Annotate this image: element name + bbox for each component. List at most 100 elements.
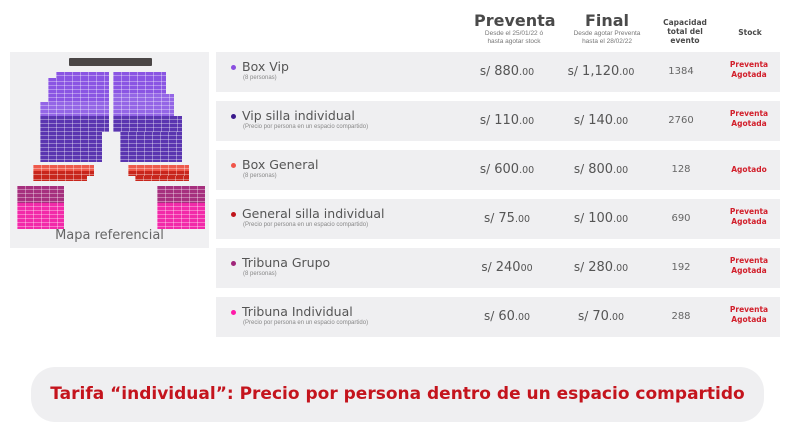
ticket-note: (Precio por persona en un espacio compar… (243, 222, 369, 228)
preventa-price: s/ 600.00 (462, 162, 552, 177)
ticket-name: Tribuna Individual (242, 304, 353, 319)
map-label: Mapa referencial (55, 228, 164, 243)
price-dec: .00 (519, 116, 535, 127)
capacity: 1384 (668, 66, 694, 77)
bullet-icon (231, 65, 236, 70)
final-price: s/ 100.00 (556, 211, 646, 226)
header-final-title: Final (584, 11, 630, 30)
ticket-row-general-silla-individual: General silla individual (Precio por per… (216, 199, 780, 239)
ticket-name: Tribuna Grupo (242, 255, 331, 270)
stock-line1: Preventa (729, 60, 769, 69)
seat-block-box-vip-left (48, 78, 109, 102)
seat-block-box-vip-left (56, 72, 109, 78)
price-int: 280 (588, 260, 614, 275)
ticket-row-tribuna-grupo: Tribuna Grupo (8 personas) s/ 24000 s/ 2… (216, 248, 780, 288)
price-dec: .00 (613, 165, 629, 176)
price-int: 600 (494, 162, 520, 177)
capacity: 2760 (668, 115, 694, 126)
preventa-price: s/ 110.00 (462, 113, 552, 128)
header-preventa-sub1: Desde el 25/01/22 ó (484, 30, 544, 37)
price-dec: .00 (519, 165, 535, 176)
price-dec: .00 (613, 214, 629, 225)
currency: s/ (577, 309, 589, 323)
header-preventa-sub2: hasta agotar stock (487, 38, 541, 45)
price-int: 1,120 (582, 64, 620, 79)
final-price: s/ 800.00 (556, 162, 646, 177)
bullet-icon (231, 114, 236, 119)
header-capacidad-line2: total del (667, 27, 703, 36)
preventa-price: s/ 60.00 (462, 309, 552, 324)
bullet-icon (231, 310, 236, 315)
currency: s/ (567, 64, 578, 78)
final-price: s/ 70.00 (556, 309, 646, 324)
seat-block-box-general-right (128, 165, 189, 171)
stock-line1: Preventa (729, 207, 769, 216)
final-price: s/ 280.00 (556, 260, 646, 275)
seating-map: Mapa referencial (10, 52, 209, 248)
seat-block-vip-silla-right (113, 116, 182, 132)
stock-line2: Agotada (731, 315, 767, 324)
ticket-note: (8 personas) (243, 75, 277, 81)
header-stock-label: Stock (738, 28, 762, 37)
price-dec: .00 (514, 312, 531, 323)
price-dec: .00 (613, 116, 629, 127)
stock-line2: Agotada (731, 217, 767, 226)
final-price: s/ 1,120.00 (556, 64, 646, 79)
currency: s/ (479, 162, 491, 176)
capacity: 128 (671, 164, 691, 175)
seat-block-box-vip-right (113, 78, 166, 94)
price-dec: .00 (613, 263, 629, 274)
header-preventa: Preventa Desde el 25/01/22 ó hasta agota… (474, 11, 556, 46)
stock-line: Agotado (731, 165, 767, 174)
ticket-row-vip-silla-individual: Vip silla individual (Precio por persona… (216, 101, 780, 141)
currency: s/ (479, 64, 491, 78)
ticket-name: Box General (242, 157, 319, 172)
ticket-name: Box Vip (242, 59, 289, 74)
seat-block-general-silla-left (33, 176, 87, 181)
capacity: 288 (671, 311, 691, 322)
bullet-icon (231, 212, 236, 217)
price-int: 140 (588, 113, 614, 128)
seat-block-tribuna-grupo-right (157, 186, 205, 203)
price-int: 240 (495, 260, 521, 275)
stock-status: Preventa Agotada (719, 256, 779, 276)
seat-block-general-silla-left (33, 171, 94, 176)
header-final: Final Desde agotar Preventa hasta el 28/… (567, 12, 647, 46)
seat-block-vip-silla-left (40, 132, 102, 162)
stock-status: Preventa Agotada (719, 207, 779, 227)
seat-block-box-vip-right (113, 72, 166, 78)
currency: s/ (483, 309, 495, 323)
ticket-name: General silla individual (242, 206, 385, 221)
seat-block-vip-silla-right (120, 132, 182, 162)
header-capacidad-line1: Capacidad (663, 18, 707, 27)
header-preventa-title: Preventa (474, 11, 556, 30)
individual-tariff-banner: Tarifa “individual”: Precio por persona … (31, 367, 764, 422)
price-int: 75 (498, 211, 515, 226)
currency: s/ (573, 260, 585, 274)
seat-block-general-silla-right (128, 171, 189, 176)
currency: s/ (481, 260, 492, 274)
stock-line1: Preventa (729, 109, 769, 118)
stock-line2: Agotada (731, 119, 767, 128)
ticket-note: (8 personas) (243, 173, 277, 179)
bullet-icon (231, 261, 236, 266)
capacity: 690 (671, 213, 691, 224)
final-price: s/ 140.00 (556, 113, 646, 128)
stock-status: Preventa Agotada (719, 109, 779, 129)
currency: s/ (483, 211, 495, 225)
bullet-icon (231, 163, 236, 168)
header-capacidad: Capacidad total del evento (655, 18, 715, 45)
ticket-row-tribuna-individual: Tribuna Individual (Precio por persona e… (216, 297, 780, 337)
currency: s/ (573, 162, 585, 176)
capacity: 192 (671, 262, 691, 273)
price-int: 880 (494, 64, 520, 79)
price-dec: .00 (619, 67, 635, 78)
header-final-sub2: hasta el 28/02/22 (582, 38, 632, 45)
currency: s/ (573, 211, 585, 225)
preventa-price: s/ 24000 (462, 260, 552, 275)
price-dec: .00 (519, 67, 535, 78)
price-int: 100 (588, 211, 614, 226)
stock-status: Preventa Agotada (719, 60, 779, 80)
stock-status: Preventa Agotada (719, 305, 779, 325)
header-capacidad-line3: evento (670, 36, 700, 45)
